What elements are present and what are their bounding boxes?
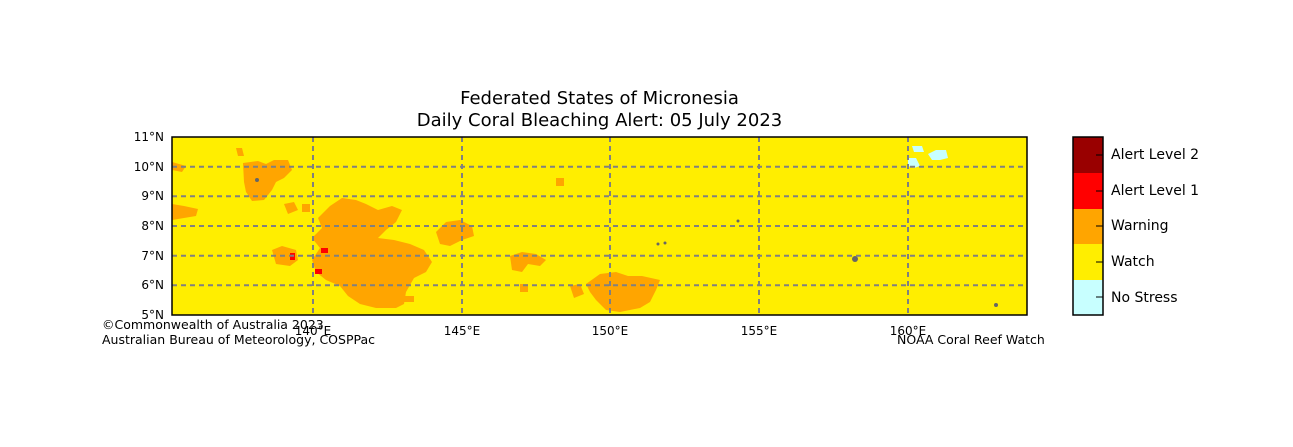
warning-region-small-4 (556, 178, 564, 186)
lat-label: 9°N (141, 189, 164, 203)
lon-label: 155°E (740, 324, 778, 338)
lat-label: 5°N (141, 308, 164, 322)
copyright-credit: ©Commonwealth of Australia 2023 (102, 317, 324, 332)
map-subtitle: Daily Coral Bleaching Alert: 05 July 202… (416, 110, 783, 131)
lat-label: 11°N (133, 130, 164, 144)
legend-label-alert1: Alert Level 1 (1111, 183, 1200, 199)
warning-region-small-6 (404, 296, 414, 302)
island (663, 241, 667, 245)
alert1-spot (315, 269, 322, 274)
island-kosrae (994, 303, 998, 307)
lat-label: 7°N (141, 249, 164, 263)
legend-label-warning: Warning (1111, 218, 1169, 234)
gridlines (172, 137, 1027, 315)
noaa-credit: NOAA Coral Reef Watch (897, 332, 1045, 347)
no-stress-areas (908, 146, 948, 168)
island-pohnpei (852, 256, 858, 262)
warning-region-small-3 (236, 148, 244, 156)
legend-colorbar (1072, 136, 1104, 316)
lon-label: 160°E (889, 324, 927, 338)
warning-region-chuuk-south (510, 252, 546, 272)
warning-region-small-149 (570, 284, 584, 298)
no-stress-region (928, 150, 948, 160)
lon-label: 145°E (443, 324, 481, 338)
no-stress-region (912, 146, 924, 152)
no-stress-region (908, 158, 920, 168)
legend-label-watch: Watch (1111, 254, 1155, 270)
warning-region-small-2 (302, 204, 310, 212)
map-frame (171, 136, 1028, 316)
warning-region-south-150 (586, 272, 660, 312)
lon-label: 140°E (294, 324, 332, 338)
islands (255, 178, 998, 307)
legend-label-alert2: Alert Level 2 (1111, 147, 1200, 163)
lon-label: 150°E (591, 324, 629, 338)
warning-region-small-north (284, 202, 298, 214)
warning-region-far-west (172, 204, 198, 220)
bom-credit: Australian Bureau of Meteorology, COSPPa… (102, 332, 375, 347)
island-yap (255, 178, 259, 182)
island (656, 242, 660, 246)
map-title: Federated States of Micronesia (460, 88, 739, 109)
map-area (172, 137, 1027, 315)
alert1-spot (321, 248, 328, 253)
warning-region-main (312, 198, 432, 308)
island (736, 219, 740, 223)
warning-areas (172, 148, 660, 312)
warning-region-yap (243, 160, 292, 201)
lat-label: 10°N (133, 160, 164, 174)
warning-region-west-band (172, 162, 186, 172)
legend-label-no-stress: No Stress (1111, 290, 1178, 306)
lat-label: 8°N (141, 219, 164, 233)
lat-label: 6°N (141, 278, 164, 292)
